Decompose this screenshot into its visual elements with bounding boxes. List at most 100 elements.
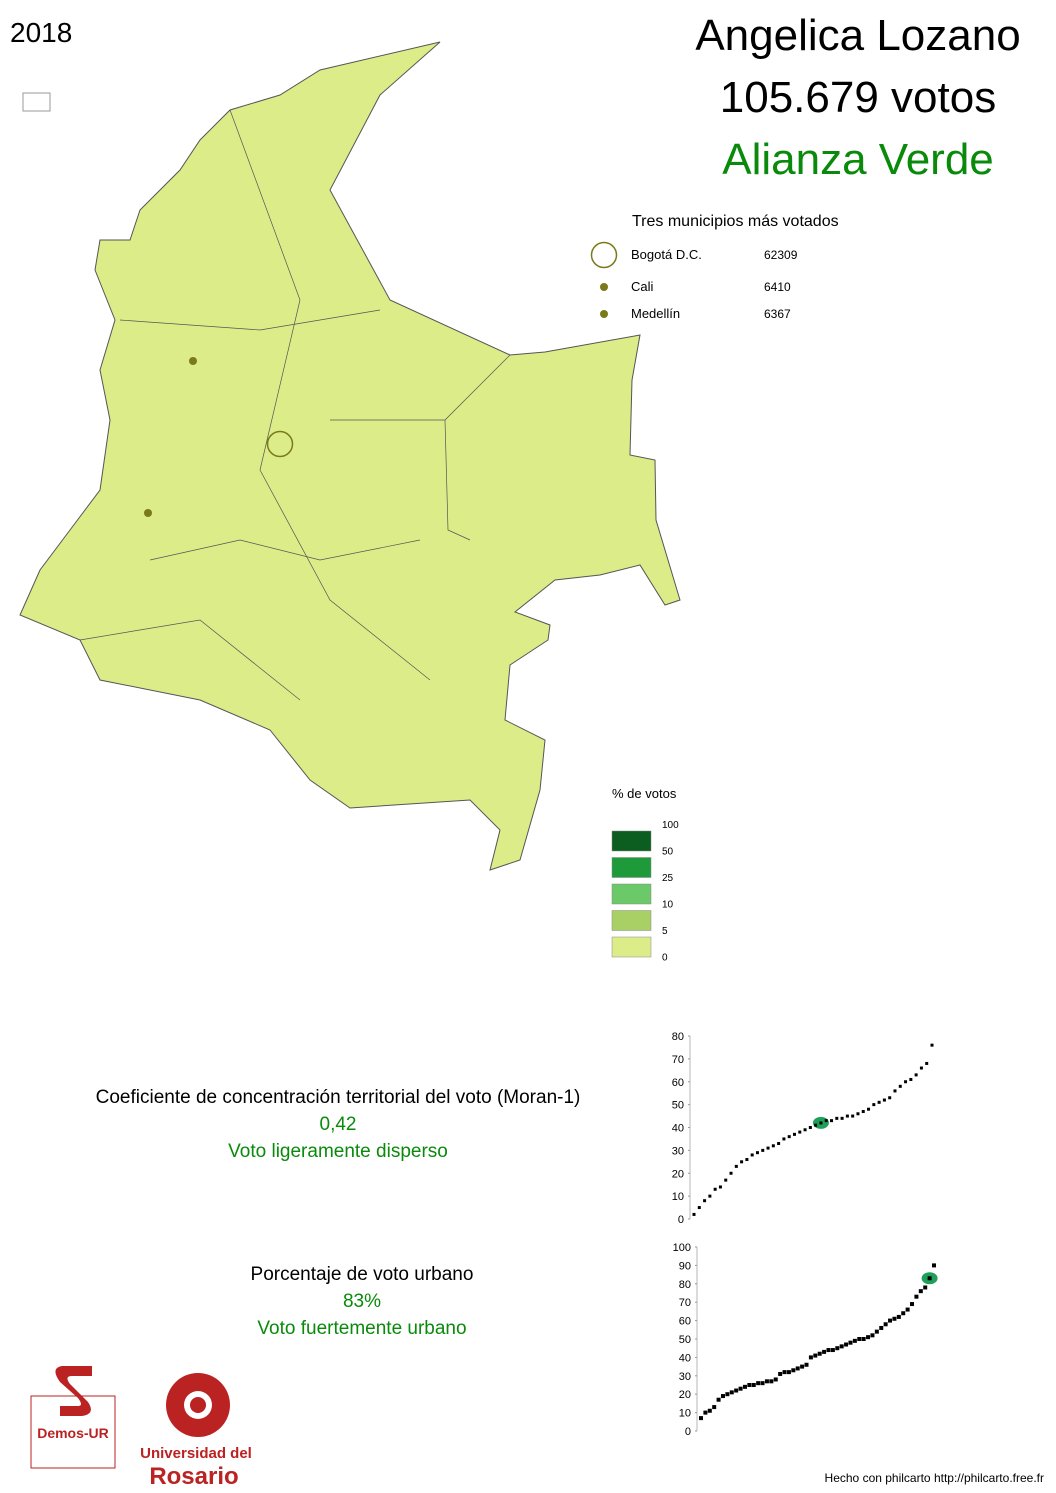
y-tick-label: 60 (679, 1316, 691, 1328)
y-tick-label: 30 (679, 1371, 691, 1383)
legend-break: 10 (662, 900, 674, 911)
candidate: Angelica Lozano (695, 11, 1020, 60)
point (745, 1158, 749, 1162)
point (747, 1383, 752, 1387)
point (898, 1084, 902, 1088)
legend-bubble (599, 282, 609, 292)
point (893, 1089, 897, 1093)
point (800, 1364, 805, 1369)
y-tick-label: 10 (672, 1191, 684, 1203)
point (729, 1390, 734, 1395)
point (892, 1316, 897, 1321)
point (819, 1121, 823, 1125)
point (835, 1116, 839, 1120)
point (877, 1100, 881, 1104)
point (870, 1333, 875, 1338)
point (740, 1160, 744, 1164)
university-line2: Rosario (149, 1463, 238, 1490)
y-tick-label: 40 (672, 1123, 684, 1135)
point (712, 1405, 717, 1410)
y-tick-label: 50 (672, 1100, 684, 1112)
point (718, 1185, 722, 1189)
point (803, 1128, 807, 1132)
municipality-name: Medellín (631, 306, 680, 321)
point (703, 1199, 707, 1203)
y-tick-label: 20 (672, 1168, 684, 1180)
point (742, 1384, 747, 1389)
point (782, 1137, 786, 1141)
point (904, 1080, 908, 1084)
point (845, 1114, 849, 1118)
department-borders (79, 109, 511, 701)
moran-label: Coeficiente de concentración territorial… (96, 1087, 581, 1108)
point (798, 1130, 802, 1134)
point (814, 1123, 818, 1127)
point (835, 1346, 840, 1351)
point (861, 1109, 865, 1113)
point (844, 1342, 849, 1347)
y-tick-label: 90 (679, 1260, 691, 1272)
point (734, 1388, 739, 1393)
point (720, 1394, 725, 1399)
point (840, 1116, 844, 1120)
year: 2018 (10, 17, 72, 48)
point (925, 1061, 929, 1065)
point (771, 1144, 775, 1148)
point (874, 1329, 879, 1334)
top-title: Tres municipios más votados (632, 213, 839, 230)
municipality-votes: 6367 (764, 307, 791, 321)
municipality-votes: 62309 (764, 248, 798, 262)
map-bubble (189, 357, 197, 365)
moran-value: 0,42 (320, 1114, 357, 1135)
point (905, 1307, 910, 1312)
legend-swatch (611, 936, 652, 958)
point (778, 1371, 783, 1376)
point (750, 1153, 754, 1157)
point (851, 1114, 855, 1118)
point (787, 1135, 791, 1139)
municipality-name: Bogotá D.C. (631, 247, 702, 262)
point (867, 1107, 871, 1111)
map-bubble (266, 430, 294, 458)
point (716, 1397, 721, 1402)
legend-bubble (590, 241, 618, 269)
point (856, 1112, 860, 1116)
point (729, 1171, 733, 1175)
y-tick-label: 80 (672, 1031, 684, 1043)
point (725, 1392, 730, 1397)
y-tick-label: 0 (678, 1214, 684, 1226)
legend-swatch (611, 857, 652, 878)
point (699, 1416, 703, 1421)
footer: Hecho con philcarto http://philcarto.fre… (825, 1471, 1044, 1485)
legend-swatch (611, 830, 652, 852)
point (872, 1103, 876, 1107)
demos-logo: Demos-UR (30, 1366, 116, 1469)
legend-bubble (600, 310, 608, 318)
legend-swatch (611, 910, 652, 931)
point (857, 1337, 862, 1341)
point (708, 1194, 712, 1198)
point (703, 1410, 708, 1415)
point (824, 1119, 828, 1123)
point (927, 1276, 932, 1281)
point (861, 1337, 866, 1341)
point (808, 1126, 812, 1129)
point (764, 1379, 769, 1384)
point (738, 1386, 743, 1391)
y-tick-label: 50 (679, 1334, 691, 1346)
votes: 105.679 votos (720, 73, 996, 122)
point (923, 1285, 928, 1290)
point (804, 1362, 809, 1367)
point (808, 1355, 813, 1360)
y-tick-label: 10 (679, 1408, 691, 1420)
university-line1: Universidad del (140, 1445, 252, 1462)
point (914, 1294, 919, 1299)
point (896, 1314, 901, 1319)
y-tick-label: 60 (672, 1077, 684, 1089)
legend-break: 5 (662, 926, 668, 937)
point (839, 1344, 844, 1349)
point (786, 1370, 791, 1375)
point (888, 1318, 893, 1323)
point (901, 1311, 906, 1316)
point (918, 1289, 923, 1294)
